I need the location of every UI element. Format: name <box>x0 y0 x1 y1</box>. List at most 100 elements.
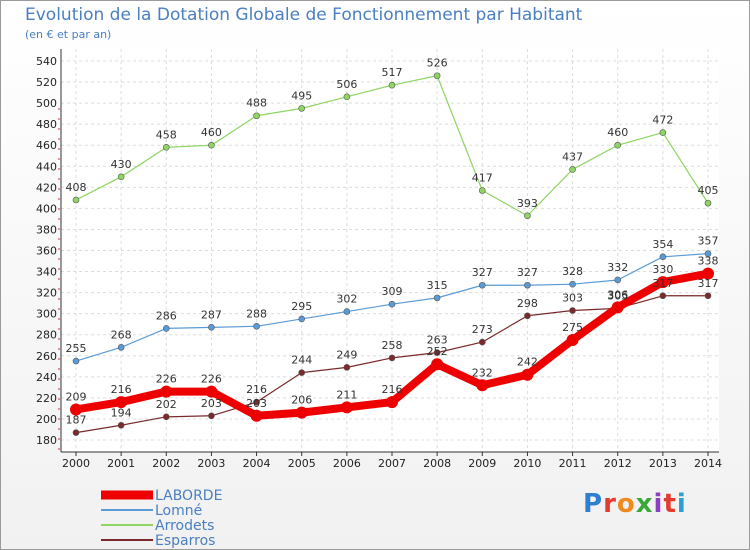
logo-letter: i <box>653 489 664 519</box>
x-tick-label: 2003 <box>197 457 225 470</box>
data-point-esparros <box>388 354 396 362</box>
data-label-arrodets: 405 <box>698 184 719 197</box>
y-tick-label: 220 <box>36 392 57 405</box>
data-point-laborde <box>702 267 714 280</box>
data-label-arrodets: 408 <box>66 181 87 194</box>
data-point-laborde <box>160 385 173 398</box>
data-label-arrodets: 472 <box>652 114 673 127</box>
logo-letter: i <box>676 489 687 519</box>
x-tick-label: 2007 <box>378 457 406 470</box>
data-point-arrodets <box>208 141 215 149</box>
data-point-arrodets <box>117 173 125 181</box>
data-point-lomné <box>162 325 170 332</box>
data-point-esparros <box>72 429 80 436</box>
y-tick-label: 420 <box>36 181 57 194</box>
data-point-lomné <box>569 280 576 288</box>
data-point-laborde <box>656 276 669 289</box>
data-point-arrodets <box>343 93 351 101</box>
data-label-laborde: 209 <box>66 390 87 403</box>
data-point-lomné <box>704 250 712 257</box>
data-label-arrodets: 417 <box>472 171 493 184</box>
x-tick-label: 2002 <box>152 457 180 470</box>
data-point-laborde <box>340 401 353 414</box>
x-tick-label: 2005 <box>288 457 316 470</box>
data-point-laborde <box>566 333 579 346</box>
chart-subtitle: (en € et par an) <box>25 28 112 41</box>
data-label-esparros: 273 <box>472 323 493 336</box>
data-point-esparros <box>162 413 170 421</box>
data-point-lomné <box>208 324 215 331</box>
data-label-lomné: 354 <box>652 238 673 251</box>
data-label-esparros: 263 <box>427 334 448 347</box>
data-label-laborde: 242 <box>517 356 538 369</box>
x-tick-label: 2008 <box>423 457 451 470</box>
data-label-arrodets: 526 <box>427 57 448 70</box>
logo-letter: x <box>635 489 654 519</box>
data-labels: 255 268 286 287 288 295 302 309 315 327 327 328 332 3… <box>66 57 719 427</box>
x-tick-label: 2013 <box>649 457 677 470</box>
y-tick-label: 340 <box>36 266 57 279</box>
data-point-lomné <box>614 276 622 284</box>
data-label-esparros: 317 <box>698 277 719 290</box>
data-label-esparros: 258 <box>382 339 403 352</box>
data-point-arrodets <box>253 112 260 120</box>
data-point-arrodets <box>614 141 622 149</box>
data-point-esparros <box>343 364 351 371</box>
data-point-lomné <box>524 281 531 289</box>
y-tick-label: 540 <box>36 55 57 68</box>
data-label-lomné: 309 <box>382 285 403 298</box>
data-label-laborde: 203 <box>246 397 267 410</box>
data-label-lomné: 255 <box>66 342 87 355</box>
logo-letter: t <box>663 489 677 519</box>
y-tick-label: 260 <box>36 350 57 363</box>
data-label-lomné: 315 <box>427 279 448 292</box>
chart-title: Evolution de la Dotation Globale de Fonc… <box>25 5 583 25</box>
data-point-laborde <box>205 385 218 398</box>
data-point-arrodets <box>388 81 396 89</box>
data-point-esparros <box>117 421 125 429</box>
data-label-laborde: 330 <box>652 263 673 276</box>
data-label-laborde: 206 <box>291 394 312 407</box>
x-tick-label: 2004 <box>243 457 271 470</box>
y-tick-label: 500 <box>36 97 57 110</box>
x-tick-label: 2014 <box>694 457 722 470</box>
data-label-laborde: 275 <box>562 321 583 334</box>
data-label-esparros: 203 <box>201 397 222 410</box>
data-label-esparros: 202 <box>156 398 177 411</box>
data-point-esparros <box>253 398 260 406</box>
data-label-arrodets: 488 <box>246 97 267 110</box>
data-label-arrodets: 495 <box>291 89 312 102</box>
y-tick-label: 380 <box>36 223 57 236</box>
data-label-laborde: 306 <box>607 288 628 301</box>
data-label-esparros: 305 <box>607 289 628 302</box>
data-point-lomné <box>253 322 260 330</box>
x-tick-label: 2009 <box>468 457 496 470</box>
data-point-lomné <box>298 315 306 323</box>
data-label-lomné: 286 <box>156 309 177 322</box>
data-label-arrodets: 458 <box>156 128 177 141</box>
data-label-lomné: 327 <box>517 266 538 279</box>
data-label-lomné: 328 <box>562 265 583 278</box>
data-label-lomné: 287 <box>201 308 222 321</box>
data-label-esparros: 298 <box>517 297 538 310</box>
data-point-laborde <box>521 368 534 381</box>
data-point-lomné <box>478 281 486 289</box>
legend-label-lomné: Lomné <box>155 503 202 519</box>
y-tick-label: 280 <box>36 329 57 342</box>
data-label-esparros: 244 <box>291 354 312 367</box>
y-tick-label: 400 <box>36 202 57 215</box>
data-point-lomné <box>117 344 125 351</box>
data-point-arrodets <box>478 187 486 194</box>
data-label-arrodets: 393 <box>517 197 538 210</box>
y-tick-label: 360 <box>36 245 57 258</box>
y-tick-label: 520 <box>36 76 57 89</box>
proxiti-logo: Proxiti <box>583 489 687 519</box>
data-point-esparros <box>433 349 441 356</box>
data-point-esparros <box>659 292 667 300</box>
data-label-esparros: 317 <box>652 277 673 290</box>
y-tick-label: 440 <box>36 160 57 173</box>
data-point-laborde <box>386 396 398 409</box>
data-label-laborde: 216 <box>111 383 132 396</box>
logo-letter: P <box>583 489 604 519</box>
